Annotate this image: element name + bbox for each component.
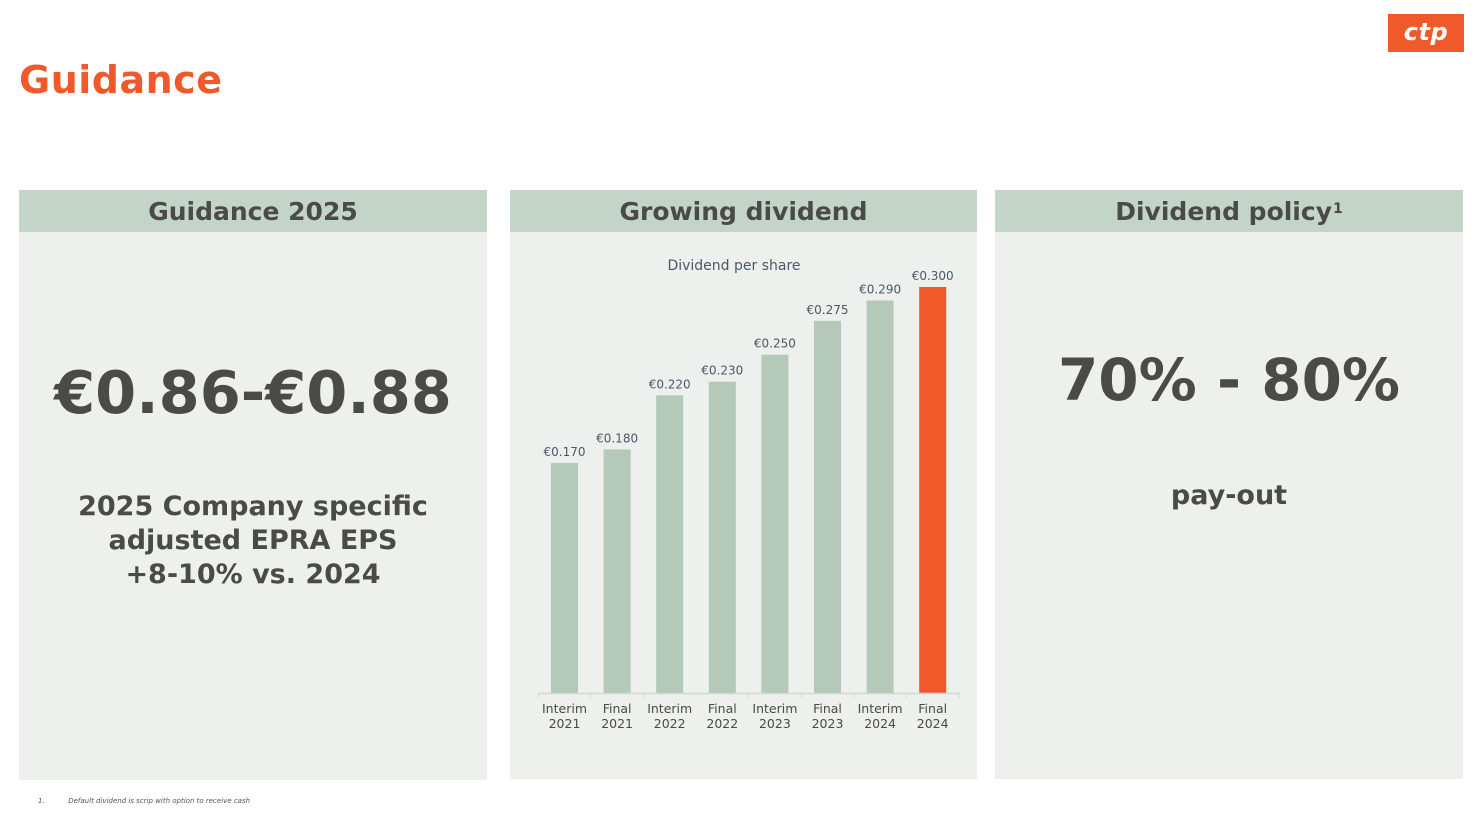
data-label: €0.300	[912, 269, 954, 283]
eps-line-1: 2025 Company specific	[78, 491, 428, 522]
payout-range: 70% - 80%	[1057, 346, 1401, 414]
data-label: €0.230	[701, 364, 743, 378]
policy-panel-header: Dividend policy 1	[995, 190, 1463, 232]
policy-title-footnote-marker: 1	[1333, 201, 1343, 217]
data-label: €0.290	[859, 283, 901, 297]
bar-interim-2021	[551, 462, 578, 693]
tick-label-year: 2024	[917, 716, 949, 731]
tick-label-period: Final	[708, 701, 737, 716]
bar-final-2024	[919, 287, 947, 693]
bar-interim-2023	[761, 354, 789, 693]
tick-label-year: 2023	[759, 716, 791, 731]
chart-title: Dividend per share	[667, 258, 800, 274]
dividend-panel: Growing dividend Dividend per share €0.1…	[510, 190, 977, 779]
tick-label-period: Final	[813, 701, 842, 716]
data-label: €0.180	[596, 431, 638, 445]
data-label: €0.250	[754, 337, 796, 351]
dividend-panel-header: Growing dividend	[510, 190, 977, 232]
guidance-panel-title: Guidance 2025	[148, 196, 358, 226]
policy-panel-title: Dividend policy	[1115, 196, 1332, 226]
tick-label-year: 2024	[864, 716, 896, 731]
tick-label-year: 2021	[549, 716, 581, 731]
data-label: €0.220	[649, 377, 691, 391]
footnote: 1. Default dividend is scrip with option…	[38, 797, 250, 805]
footnote-text: Default dividend is scrip with option to…	[68, 797, 251, 805]
guidance-panel-header: Guidance 2025	[19, 190, 487, 232]
dividend-panel-title: Growing dividend	[619, 196, 868, 226]
guidance-panel: Guidance 2025 €0.86-€0.88 2025 Company s…	[19, 190, 487, 780]
payout-label: pay-out	[1170, 480, 1288, 511]
tick-label-period: Final	[918, 701, 947, 716]
tick-label-period: Final	[603, 701, 632, 716]
data-label: €0.275	[807, 303, 849, 317]
eps-line-3: +8-10% vs. 2024	[125, 559, 381, 590]
ctp-logo: ctp	[1388, 14, 1464, 52]
tick-label-year: 2023	[812, 716, 844, 731]
page-title: Guidance	[19, 58, 223, 102]
data-label: €0.170	[544, 445, 586, 459]
tick-label-year: 2022	[654, 716, 686, 731]
tick-label-period: Interim	[647, 701, 692, 716]
bar-final-2022	[708, 381, 736, 693]
policy-panel: Dividend policy 1 70% - 80% pay-out	[995, 190, 1463, 779]
tick-label-year: 2021	[601, 716, 633, 731]
bar-interim-2022	[656, 395, 684, 693]
tick-label-year: 2022	[706, 716, 738, 731]
tick-label-period: Interim	[752, 701, 797, 716]
tick-label-period: Interim	[542, 701, 587, 716]
footnote-number: 1.	[38, 797, 45, 805]
dividend-bar-chart: Dividend per share €0.170Interim2021€0.1…	[537, 258, 960, 731]
bar-final-2021	[603, 449, 631, 693]
eps-guidance-range: €0.86-€0.88	[54, 358, 452, 427]
eps-guidance-description: 2025 Company specific adjusted EPRA EPS …	[19, 490, 487, 592]
eps-line-2: adjusted EPRA EPS	[108, 525, 398, 556]
tick-label-period: Interim	[858, 701, 903, 716]
bar-interim-2024	[866, 300, 894, 693]
bar-final-2023	[814, 320, 841, 693]
